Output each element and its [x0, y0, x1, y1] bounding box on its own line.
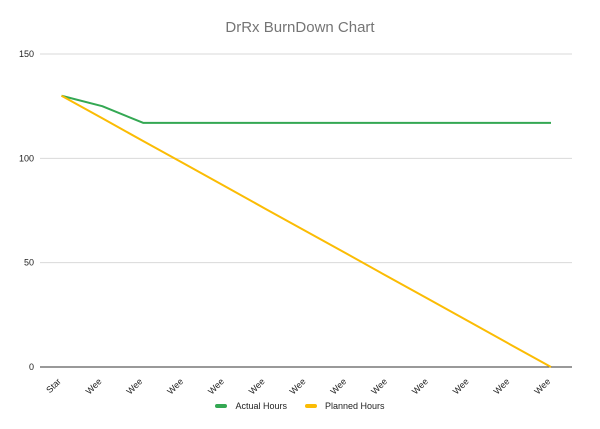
y-tick-label: 100 — [19, 153, 34, 163]
legend-label-actual: Actual Hours — [235, 401, 287, 411]
chart-title: DrRx BurnDown Chart — [225, 19, 375, 36]
x-tick-label: Wee — [124, 376, 144, 396]
legend-item-planned[interactable]: Planned Hours — [304, 401, 385, 411]
legend-item-actual[interactable]: Actual Hours — [215, 401, 287, 411]
legend: Actual Hours Planned Hours — [0, 401, 600, 411]
x-tick-label: Wee — [247, 376, 267, 396]
x-tick-label: Star — [44, 376, 63, 395]
x-tick-label: Wee — [369, 376, 389, 396]
x-tick-label: Wee — [451, 376, 471, 396]
series-line-actual[interactable] — [61, 94, 552, 124]
x-tick-label: Wee — [492, 376, 512, 396]
x-tick-label: Wee — [410, 376, 430, 396]
x-tick-label: Wee — [328, 376, 348, 396]
series-lines — [61, 94, 552, 368]
legend-label-planned: Planned Hours — [324, 401, 385, 411]
x-tick-label: Wee — [206, 376, 226, 396]
y-tick-label: 0 — [29, 362, 34, 372]
x-tick-label: Wee — [84, 376, 104, 396]
x-tick-label: Wee — [532, 376, 552, 396]
y-tick-label: 150 — [19, 49, 34, 59]
y-tick-label: 50 — [24, 258, 34, 268]
x-tick-label: Wee — [288, 376, 308, 396]
x-tick-label: Wee — [165, 376, 185, 396]
x-tick-labels: Star Wee Wee Wee Wee Wee Wee Wee Wee Wee Wee Wee Wee — [44, 376, 552, 396]
y-tick-labels: 0 50 100 150 — [19, 49, 34, 372]
grid-lines — [40, 53, 572, 368]
legend-swatch-planned — [304, 404, 317, 408]
legend-swatch-actual — [215, 404, 228, 408]
series-line-planned[interactable] — [61, 94, 552, 368]
